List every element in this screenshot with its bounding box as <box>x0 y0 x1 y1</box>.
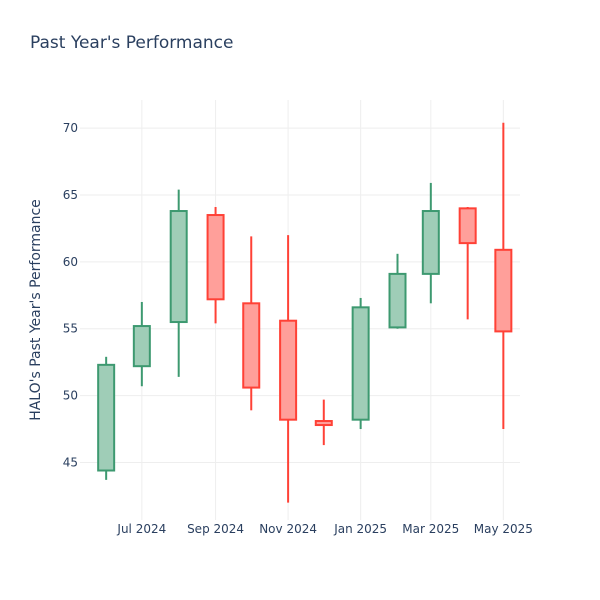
candle-decreasing <box>279 235 298 503</box>
candle-body <box>388 272 407 329</box>
candle-body <box>97 363 116 472</box>
axes: 45 50 55 60 65 70 Jul 2024 Sep 2024 Nov 2024 Jan … <box>28 121 533 536</box>
candle-decreasing <box>242 236 261 411</box>
x-tick-label: Jan 2025 <box>333 522 387 536</box>
x-tick-label: May 2025 <box>474 522 533 536</box>
candle-body <box>458 207 477 245</box>
candle-body <box>279 319 298 421</box>
grid <box>80 100 520 520</box>
candle-increasing <box>388 253 407 329</box>
y-tick-label: 65 <box>63 188 78 202</box>
candle-body <box>206 214 225 301</box>
candle-body <box>132 325 151 368</box>
candle-body <box>351 306 370 421</box>
y-axis-title: HALO's Past Year's Performance <box>28 199 44 421</box>
chart-title: Past Year's Performance <box>30 33 234 53</box>
candle-decreasing <box>458 207 477 320</box>
x-tick-label: Mar 2025 <box>402 522 459 536</box>
candle-increasing <box>97 356 116 480</box>
x-tick-label: Nov 2024 <box>259 522 317 536</box>
y-tick-label: 45 <box>63 455 78 469</box>
candle-increasing <box>169 189 188 377</box>
x-tick-label: Jul 2024 <box>116 522 166 536</box>
candle-increasing <box>132 301 151 387</box>
candle-decreasing <box>494 122 513 430</box>
candle-body <box>242 302 261 389</box>
candle-body <box>314 420 333 427</box>
candle-increasing <box>421 182 440 304</box>
x-tick-label: Sep 2024 <box>187 522 244 536</box>
candle-decreasing <box>314 399 333 446</box>
y-tick-label: 50 <box>63 389 78 403</box>
y-tick-label: 70 <box>63 121 78 135</box>
candles <box>97 122 513 503</box>
candle-increasing <box>351 297 370 430</box>
candle-body <box>421 210 440 275</box>
candle-body <box>494 248 513 333</box>
candle-decreasing <box>206 207 225 324</box>
y-tick-label: 55 <box>63 322 78 336</box>
y-tick-label: 60 <box>63 255 78 269</box>
candle-body <box>169 210 188 324</box>
